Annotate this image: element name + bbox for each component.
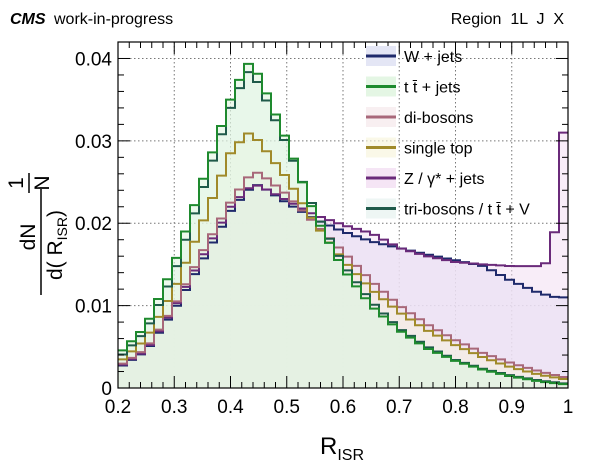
y-axis-label-one: 1 xyxy=(5,177,28,189)
hist-line-4 xyxy=(118,131,568,366)
x-tick-label: 0.5 xyxy=(274,397,300,418)
hist-fill-1 xyxy=(118,63,568,388)
y-tick-label: 0 xyxy=(101,379,112,400)
legend-label: tri-bosons / t t̄ + V xyxy=(404,202,530,219)
x-tick-label: 0.9 xyxy=(499,397,525,418)
status-label: work-in-progress xyxy=(53,11,173,28)
y-axis-label-n: N xyxy=(31,175,54,190)
hist-line-0 xyxy=(118,184,568,367)
hist-line-2 xyxy=(118,171,568,379)
y-axis-label-dn: dN xyxy=(17,224,40,251)
axes-layer xyxy=(117,41,569,389)
experiment-label: CMS xyxy=(10,11,46,28)
y-axis-label-denom-sub: ISR xyxy=(54,217,70,240)
legend-label: W + jets xyxy=(404,49,462,66)
region-label: Region 1L J X xyxy=(451,11,565,28)
x-axis-label: RISR xyxy=(320,433,364,464)
legend-label: Z / γ* + jets xyxy=(404,171,484,188)
x-tick-label: 0.2 xyxy=(105,397,131,418)
x-tick-label: 0.6 xyxy=(330,397,356,418)
x-tick-label: 0.3 xyxy=(161,397,187,418)
y-axis-label-denom-prefix: d( R xyxy=(44,240,67,280)
tick-labels-layer: 0.2 0.3 0.4 0.5 0.6 0.7 0.8 0.9 1 0 0.01 0.02 0.03 0.… xyxy=(75,49,573,418)
legend: W + jets t t̄ + jets di-bosons single top Z … xyxy=(366,46,530,219)
y-axis-label-denom-suffix: ) xyxy=(44,210,67,217)
legend-label: t t̄ + jets xyxy=(404,80,460,97)
legend-label: single top xyxy=(404,141,473,158)
y-tick-label: 0.04 xyxy=(75,49,112,70)
x-tick-label: 0.8 xyxy=(442,397,468,418)
x-tick-label: 0.4 xyxy=(217,397,244,418)
y-tick-label: 0.01 xyxy=(75,297,112,318)
x-axis-label-main: R xyxy=(320,433,337,460)
y-tick-label: 0.02 xyxy=(75,214,112,235)
x-tick-label: 0.7 xyxy=(386,397,412,418)
hist-line-1 xyxy=(118,62,568,386)
x-axis-label-sub: ISR xyxy=(337,447,364,464)
y-axis-label: 1 N dN d( RISR) xyxy=(5,173,70,295)
legend-label: di-bosons xyxy=(404,110,473,127)
y-axis-label-frac-denominator: d( RISR) xyxy=(44,210,70,280)
x-tick-label: 1 xyxy=(563,397,574,418)
y-tick-label: 0.03 xyxy=(75,132,112,153)
histogram-layer xyxy=(118,62,568,389)
